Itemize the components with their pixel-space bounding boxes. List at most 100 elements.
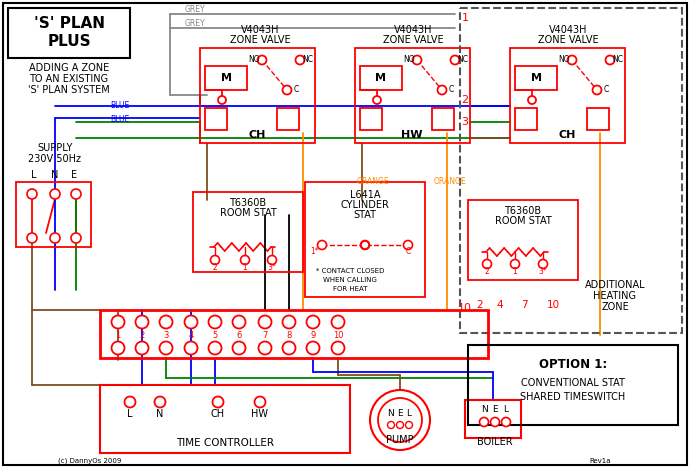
Text: HW: HW	[251, 409, 268, 419]
Text: ZONE: ZONE	[601, 302, 629, 312]
Text: E: E	[397, 410, 403, 418]
Text: CONVENTIONAL STAT: CONVENTIONAL STAT	[521, 378, 625, 388]
Text: 2: 2	[139, 330, 145, 339]
Bar	[360, 66, 402, 90]
Bar	[460, 8, 682, 333]
Circle shape	[233, 315, 246, 329]
Text: 3: 3	[462, 117, 469, 127]
Circle shape	[388, 422, 395, 429]
Text: 2: 2	[477, 300, 483, 310]
Text: 1: 1	[115, 330, 121, 339]
Text: HEATING: HEATING	[593, 291, 636, 301]
Circle shape	[528, 96, 536, 104]
Circle shape	[210, 256, 219, 264]
Text: 10: 10	[333, 330, 343, 339]
Circle shape	[538, 259, 547, 269]
Circle shape	[331, 315, 344, 329]
Circle shape	[317, 241, 326, 249]
Bar	[305, 182, 425, 297]
Bar	[360, 108, 382, 130]
Circle shape	[480, 417, 489, 426]
Text: 2: 2	[462, 95, 469, 105]
Circle shape	[397, 422, 404, 429]
Circle shape	[404, 241, 413, 249]
Text: 3*: 3*	[539, 266, 547, 276]
Circle shape	[184, 315, 197, 329]
Text: NO: NO	[403, 56, 415, 65]
Text: NC: NC	[302, 56, 313, 65]
Text: ZONE VALVE: ZONE VALVE	[383, 35, 443, 45]
Circle shape	[306, 342, 319, 354]
Circle shape	[233, 342, 246, 354]
Bar	[193, 192, 303, 272]
Circle shape	[511, 259, 520, 269]
Circle shape	[406, 422, 413, 429]
Circle shape	[295, 56, 304, 65]
Circle shape	[27, 189, 37, 199]
Circle shape	[50, 189, 60, 199]
Text: 3*: 3*	[268, 263, 277, 271]
Text: STAT: STAT	[353, 210, 377, 220]
Text: L641A: L641A	[350, 190, 380, 200]
Circle shape	[159, 342, 172, 354]
Text: M: M	[221, 73, 232, 83]
Circle shape	[437, 86, 446, 95]
Text: BLUE: BLUE	[110, 116, 129, 124]
Circle shape	[282, 315, 295, 329]
Text: ADDING A ZONE: ADDING A ZONE	[29, 63, 109, 73]
Text: N: N	[388, 410, 395, 418]
Text: ORANGE: ORANGE	[434, 177, 466, 187]
Circle shape	[112, 342, 124, 354]
Bar	[587, 108, 609, 130]
Text: (c) DannyOs 2009: (c) DannyOs 2009	[59, 458, 121, 464]
Text: V4043H: V4043H	[241, 25, 279, 35]
Text: BOILER: BOILER	[477, 437, 513, 447]
Text: M: M	[375, 73, 386, 83]
Circle shape	[413, 56, 422, 65]
Text: 6: 6	[236, 330, 241, 339]
Text: 5: 5	[213, 330, 217, 339]
Text: 2: 2	[484, 266, 489, 276]
Text: OPTION 1:: OPTION 1:	[539, 358, 607, 372]
Text: NO: NO	[248, 56, 260, 65]
Circle shape	[255, 396, 266, 408]
Text: CYLINDER: CYLINDER	[341, 200, 389, 210]
Circle shape	[213, 396, 224, 408]
Circle shape	[27, 233, 37, 243]
Text: CH: CH	[248, 130, 266, 140]
Text: ROOM STAT: ROOM STAT	[495, 216, 551, 226]
Text: 10: 10	[546, 300, 560, 310]
Text: N: N	[51, 170, 59, 180]
Circle shape	[373, 96, 381, 104]
Circle shape	[112, 315, 124, 329]
Bar	[8, 8, 130, 58]
Bar	[100, 385, 350, 453]
Bar	[515, 66, 557, 90]
Text: 'S' PLAN SYSTEM: 'S' PLAN SYSTEM	[28, 85, 110, 95]
Circle shape	[184, 342, 197, 354]
Text: C: C	[406, 248, 411, 256]
Circle shape	[491, 417, 500, 426]
Text: L: L	[406, 410, 411, 418]
Text: ZONE VALVE: ZONE VALVE	[538, 35, 598, 45]
Text: 8: 8	[286, 330, 292, 339]
Text: C: C	[603, 86, 609, 95]
Text: HW: HW	[402, 130, 423, 140]
Text: E: E	[492, 405, 497, 415]
Bar	[468, 200, 578, 280]
Text: 230V 50Hz: 230V 50Hz	[28, 154, 81, 164]
Circle shape	[378, 398, 422, 442]
Circle shape	[361, 241, 369, 249]
Text: PLUS: PLUS	[47, 35, 91, 50]
Circle shape	[135, 315, 148, 329]
Circle shape	[259, 342, 271, 354]
Text: NC: NC	[613, 56, 624, 65]
Circle shape	[282, 86, 291, 95]
Bar	[205, 108, 227, 130]
Bar	[468, 345, 678, 425]
Text: ROOM STAT: ROOM STAT	[219, 208, 277, 218]
Text: C: C	[448, 86, 453, 95]
Text: NO: NO	[558, 56, 570, 65]
Bar	[200, 48, 315, 143]
Circle shape	[360, 241, 370, 249]
